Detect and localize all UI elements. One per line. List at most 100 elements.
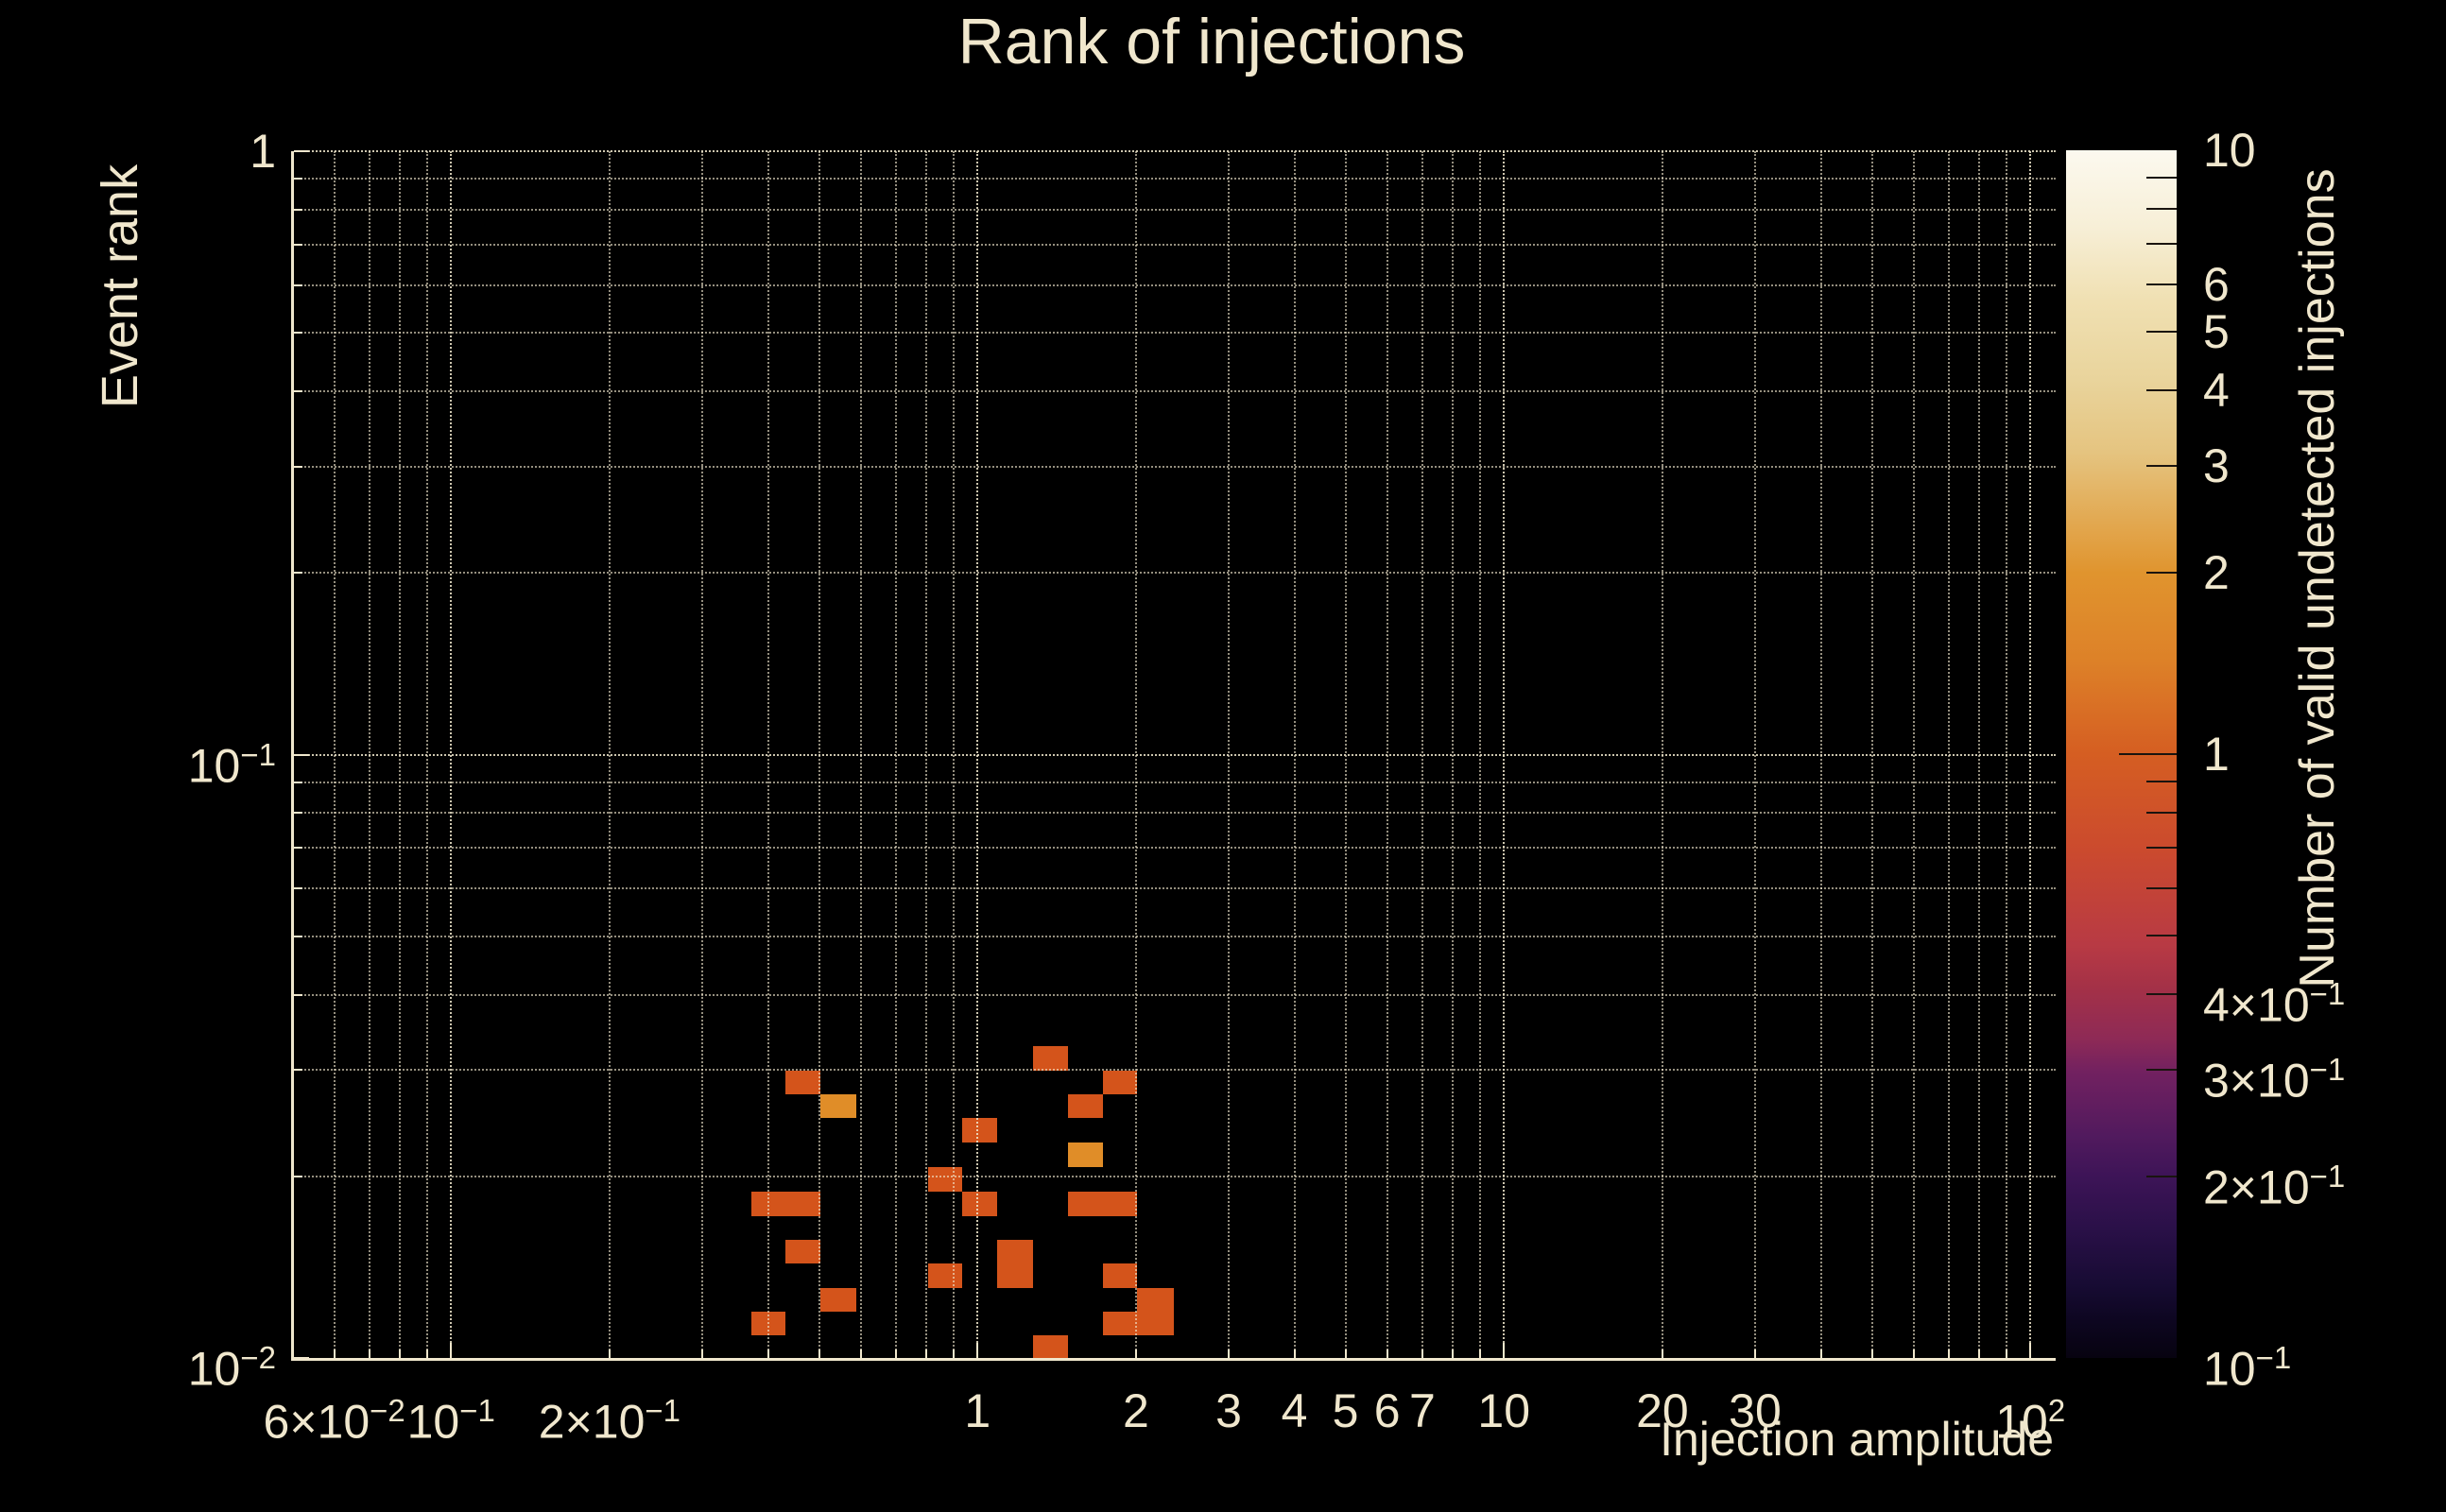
x-tick-label: 3 <box>1215 1384 1242 1437</box>
heatmap-cell <box>820 1094 856 1119</box>
x-tick-label: 5 <box>1332 1384 1359 1437</box>
heatmap-cell <box>1102 1312 1138 1336</box>
y-gridline <box>294 1069 2056 1072</box>
chart-title: Rank of injections <box>957 6 1466 77</box>
colorbar-tick-label: 10 <box>2203 124 2256 177</box>
x-tick-mark <box>1819 1349 1822 1358</box>
x-tick-label: 102 <box>1995 1393 2066 1449</box>
colorbar-tick-label: 2×10−1 <box>2203 1158 2346 1214</box>
colorbar-tick-mark <box>2146 177 2177 180</box>
y-gridline <box>294 208 2056 211</box>
y-tick-label: 10−2 <box>187 1340 276 1396</box>
y-tick-mark <box>294 812 302 815</box>
y-tick-mark <box>294 1175 302 1177</box>
colorbar-tick-mark <box>2146 1175 2177 1177</box>
colorbar-tick-label: 2 <box>2203 545 2230 599</box>
y-gridline <box>294 284 2056 286</box>
y-tick-mark <box>294 284 302 286</box>
heatmap-cell <box>962 1118 997 1143</box>
colorbar-tick-label: 10−1 <box>2203 1340 2292 1396</box>
heatmap-cell <box>820 1287 856 1313</box>
y-gridline <box>294 1175 2056 1177</box>
x-tick-mark <box>1503 1343 1506 1358</box>
y-tick-mark <box>294 1357 309 1359</box>
y-tick-mark <box>294 847 302 850</box>
x-tick-label: 10−1 <box>406 1393 495 1449</box>
x-tick-label: 30 <box>1729 1384 1782 1437</box>
heatmap-cell <box>927 1166 963 1193</box>
x-tick-label: 7 <box>1409 1384 1436 1437</box>
colorbar-tick-label: 5 <box>2203 305 2230 359</box>
x-tick-mark <box>333 1349 336 1358</box>
x-tick-mark <box>1293 1349 1296 1358</box>
heatmap-cell <box>1068 1094 1103 1119</box>
colorbar-tick-mark <box>2146 207 2177 210</box>
heatmap-cell <box>1068 1192 1138 1216</box>
x-tick-mark <box>1978 1349 1981 1358</box>
y-axis-label: Event rank <box>92 163 148 409</box>
colorbar-tick-label: 4 <box>2203 364 2230 418</box>
x-tick-mark <box>1912 1349 1915 1358</box>
y-gridline <box>294 753 2056 756</box>
y-tick-mark <box>294 1069 302 1072</box>
x-tick-mark <box>700 1349 703 1358</box>
x-tick-mark <box>767 1349 769 1358</box>
y-tick-mark <box>294 208 302 211</box>
heatmap-cell <box>1102 1263 1138 1288</box>
heatmap-cell <box>1068 1142 1103 1167</box>
x-tick-mark <box>818 1349 820 1358</box>
x-tick-label: 6×10−2 <box>263 1393 405 1449</box>
heatmap-cell <box>1032 1335 1069 1358</box>
x-tick-mark <box>1661 1349 1663 1358</box>
colorbar-tick-label: 3×10−1 <box>2203 1052 2346 1108</box>
x-tick-mark <box>976 1343 979 1358</box>
colorbar-tick-mark <box>2146 846 2177 849</box>
y-gridline <box>294 572 2056 575</box>
y-tick-mark <box>294 993 302 996</box>
y-gridline <box>294 390 2056 393</box>
left-spine <box>291 151 294 1361</box>
x-tick-mark <box>1452 1349 1455 1358</box>
x-tick-mark <box>859 1349 862 1358</box>
y-tick-mark <box>294 781 302 783</box>
heatmap-cell <box>751 1192 821 1216</box>
x-tick-mark <box>1344 1349 1347 1358</box>
colorbar-tick-mark <box>2119 753 2177 755</box>
colorbar-tick-mark <box>2146 389 2177 392</box>
y-gridline <box>294 887 2056 890</box>
colorbar-tick-label: 3 <box>2203 439 2230 493</box>
y-gridline <box>294 178 2056 180</box>
colorbar-tick-label: 4×10−1 <box>2203 976 2346 1032</box>
colorbar-tick-mark <box>2146 993 2177 996</box>
y-gridline <box>294 935 2056 937</box>
x-tick-label: 4 <box>1281 1384 1308 1437</box>
heatmap-cell <box>962 1192 997 1216</box>
x-tick-mark <box>2005 1349 2007 1358</box>
colorbar-tick-label: 1 <box>2203 728 2230 781</box>
colorbar-tick-mark <box>2146 935 2177 937</box>
y-tick-mark <box>294 935 302 937</box>
colorbar-tick-mark <box>2146 1069 2177 1072</box>
x-tick-mark <box>1421 1349 1423 1358</box>
heatmap-cell <box>1032 1045 1069 1071</box>
y-gridline <box>294 812 2056 815</box>
x-tick-label: 2×10−1 <box>538 1393 681 1449</box>
x-tick-label: 1 <box>964 1384 991 1437</box>
colorbar-tick-mark <box>2146 331 2177 334</box>
y-gridline <box>294 150 2056 152</box>
colorbar-tick-mark <box>2146 283 2177 285</box>
x-tick-label: 6 <box>1373 1384 1401 1437</box>
heatmap-cell <box>1102 1070 1138 1095</box>
y-tick-mark <box>294 150 309 152</box>
colorbar-tick-mark <box>2146 781 2177 783</box>
colorbar-tick-mark <box>2146 811 2177 814</box>
y-tick-mark <box>294 243 302 246</box>
colorbar-tick-mark <box>2146 571 2177 574</box>
x-tick-label: 10 <box>1477 1384 1531 1437</box>
bottom-spine <box>291 1358 2056 1361</box>
y-tick-label: 1 <box>250 125 276 178</box>
y-tick-mark <box>294 332 302 335</box>
x-tick-mark <box>425 1349 428 1358</box>
colorbar-tick-mark <box>2146 242 2177 245</box>
